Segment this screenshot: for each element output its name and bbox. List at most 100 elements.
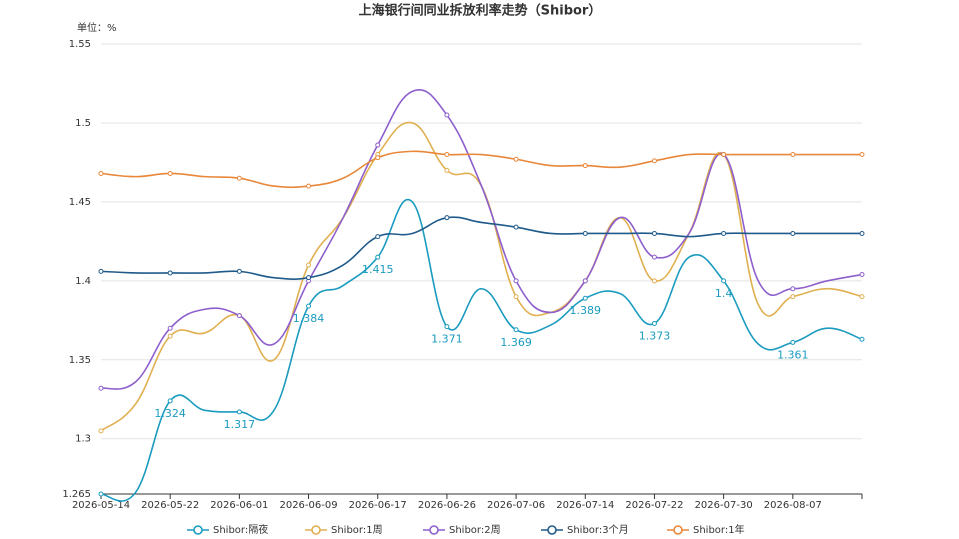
- x-tick-label: 2026-05-14: [72, 500, 130, 511]
- data-label: 1.317: [224, 418, 256, 431]
- x-tick-label: 2026-06-17: [349, 500, 407, 511]
- point: [444, 152, 450, 158]
- point: [375, 155, 381, 161]
- point: [306, 275, 312, 281]
- series-line: [100, 150, 862, 189]
- data-label: 1.324: [154, 407, 186, 420]
- point: [790, 294, 796, 300]
- x-tick-label: 2026-06-26: [418, 500, 476, 511]
- series-line: [100, 216, 862, 280]
- point: [306, 262, 312, 268]
- point: [651, 320, 657, 326]
- point: [651, 254, 657, 260]
- point: [375, 254, 381, 260]
- point: [98, 491, 104, 497]
- x-tick-label: 2026-07-22: [625, 500, 683, 511]
- point: [790, 286, 796, 292]
- point: [236, 175, 242, 181]
- point: [306, 303, 312, 309]
- point: [721, 152, 727, 158]
- point: [721, 278, 727, 284]
- data-label: 1.389: [570, 304, 602, 317]
- point: [582, 295, 588, 301]
- point: [236, 313, 242, 319]
- legend-swatch: [673, 525, 683, 535]
- legend-label: Shibor:3个月: [567, 524, 629, 536]
- point: [582, 163, 588, 169]
- y-tick-label: 1.4: [75, 276, 91, 287]
- series-line: [100, 198, 863, 502]
- data-label: 1.361: [777, 348, 809, 361]
- data-label: 1.415: [362, 263, 394, 276]
- point: [721, 230, 727, 236]
- point: [444, 215, 450, 221]
- legend-swatch: [193, 525, 203, 535]
- y-tick-label: 1.45: [69, 197, 91, 208]
- series-line: [100, 89, 863, 390]
- legend-label: Shibor:1周: [331, 524, 383, 536]
- point: [306, 183, 312, 189]
- point: [651, 158, 657, 164]
- point: [513, 327, 519, 333]
- point: [513, 156, 519, 162]
- point: [513, 224, 519, 230]
- point: [790, 152, 796, 158]
- point: [859, 230, 865, 236]
- x-tick-label: 2026-08-07: [764, 500, 822, 511]
- legend-swatch: [547, 525, 557, 535]
- x-tick-label: 2026-07-06: [487, 500, 545, 511]
- y-axis-label: 单位：%: [77, 21, 117, 34]
- legend-label: Shibor:隔夜: [213, 523, 268, 536]
- x-tick-label: 2026-06-09: [279, 500, 337, 511]
- y-tick-label: 1.55: [69, 39, 91, 50]
- y-tick-label: 1.3: [75, 434, 91, 445]
- x-tick-label: 2026-05-22: [141, 500, 199, 511]
- point: [98, 268, 104, 274]
- point: [167, 325, 173, 331]
- point: [513, 294, 519, 300]
- point: [167, 333, 173, 339]
- data-label: 1.373: [639, 329, 671, 342]
- point: [167, 398, 173, 404]
- x-tick-label: 2026-07-14: [556, 500, 614, 511]
- point: [167, 270, 173, 276]
- point: [859, 294, 865, 300]
- point: [236, 268, 242, 274]
- x-tick-label: 2026-06-01: [210, 500, 268, 511]
- data-label: 1.371: [431, 333, 463, 346]
- data-label: 1.384: [293, 312, 325, 325]
- data-label: 1.4: [715, 287, 733, 300]
- data-label: 1.369: [500, 336, 532, 349]
- point: [582, 278, 588, 284]
- legend-label: Shibor:1年: [693, 523, 745, 536]
- point: [167, 170, 173, 176]
- x-tick-label: 2026-07-30: [695, 500, 753, 511]
- point: [790, 339, 796, 345]
- y-tick-label: 1.35: [69, 355, 91, 366]
- point: [859, 152, 865, 158]
- point: [375, 234, 381, 240]
- chart-title: 上海银行间同业拆放利率走势（Shibor）: [359, 3, 602, 19]
- point: [651, 278, 657, 284]
- point: [98, 385, 104, 391]
- point: [98, 428, 104, 434]
- point: [513, 278, 519, 284]
- series-line: [100, 121, 863, 432]
- legend-swatch: [429, 525, 439, 535]
- point: [444, 167, 450, 173]
- point: [444, 324, 450, 330]
- point: [582, 230, 588, 236]
- point: [98, 170, 104, 176]
- point: [236, 409, 242, 415]
- legend-label: Shibor:2周: [449, 524, 501, 536]
- point: [375, 142, 381, 148]
- legend-swatch: [311, 525, 321, 535]
- point: [444, 112, 450, 118]
- point: [651, 230, 657, 236]
- point: [859, 272, 865, 278]
- y-tick-label: 1.265: [62, 489, 91, 500]
- y-tick-label: 1.5: [75, 118, 91, 129]
- point: [790, 230, 796, 236]
- point: [859, 336, 865, 342]
